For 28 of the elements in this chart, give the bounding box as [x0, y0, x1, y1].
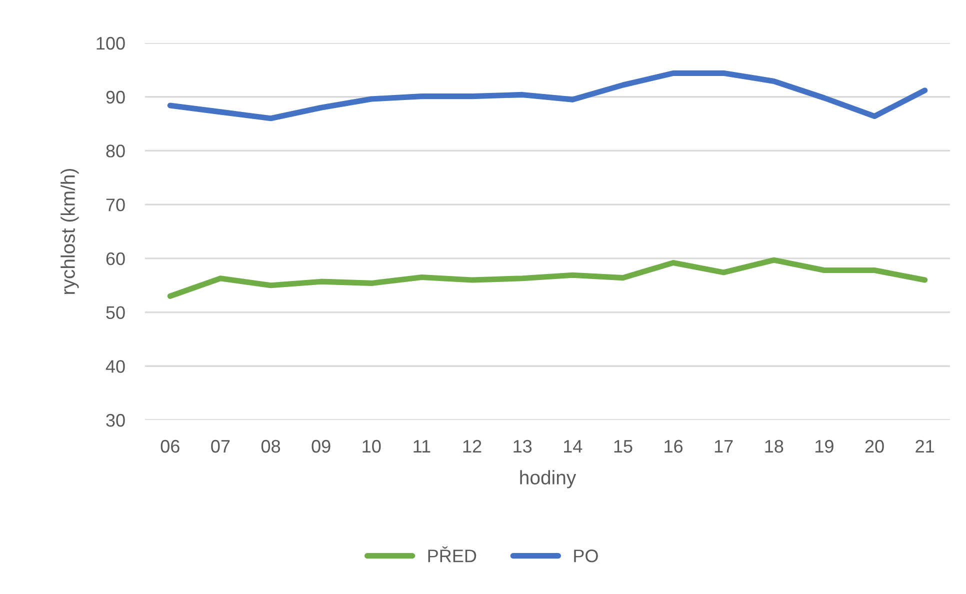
x-tick-label: 15	[614, 440, 632, 453]
x-tick-label: 12	[463, 440, 482, 453]
x-tick-label: 10	[362, 440, 381, 453]
x-tick-label: 16	[664, 440, 683, 453]
y-tick-label: 60	[106, 252, 125, 266]
x-tick-label: 11	[414, 440, 430, 453]
x-tick-label: 07	[211, 440, 230, 453]
legend-label: PO	[574, 550, 598, 562]
y-tick-label: 70	[106, 198, 125, 212]
y-tick-label: 30	[106, 414, 125, 427]
legend-label: PŘED	[428, 546, 476, 562]
y-tick-label: 100	[96, 36, 125, 50]
x-tick-label: 17	[714, 440, 733, 453]
y-tick-label: 80	[106, 144, 125, 158]
x-tick-label: 09	[312, 440, 330, 453]
x-axis-title: hodiny	[520, 470, 576, 488]
y-tick-label: 40	[106, 360, 125, 373]
x-tick-label: 06	[160, 440, 180, 453]
y-axis-title: rychlost (km/h)	[60, 168, 79, 294]
y-tick-label: 50	[106, 306, 125, 320]
x-tick-label: 08	[261, 440, 280, 453]
x-tick-label: 13	[514, 440, 532, 453]
x-tick-label: 20	[865, 440, 884, 453]
x-tick-label: 21	[916, 440, 934, 453]
x-tick-label: 14	[564, 440, 582, 453]
x-tick-label: 19	[816, 440, 834, 453]
y-tick-label: 90	[106, 90, 125, 104]
x-tick-label: 18	[765, 440, 784, 453]
